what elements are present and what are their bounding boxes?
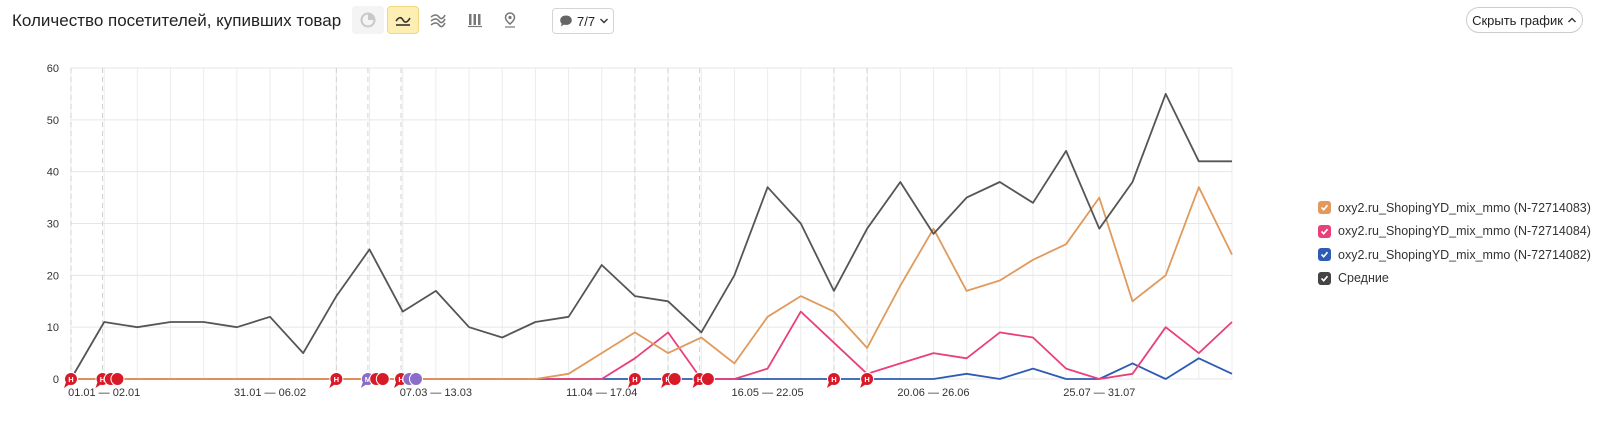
x-tick-label: 07.03 — 13.03 [400,387,472,399]
line-chart-icon [395,16,411,26]
series-line-2 [71,310,1233,380]
legend-label: oxy2.ru_ShopingYD_mix_mmo (N-72714084) [1338,224,1591,239]
pie-chart-icon [360,12,376,28]
checkbox-icon[interactable] [1318,271,1331,285]
series-line-1 [71,186,1233,380]
annotation-marker [826,372,841,386]
annotation-marker-tail [627,382,634,388]
annotation-marker-tail [692,382,699,388]
x-tick-label: 01.01 — 02.01 [68,387,140,399]
line-chart: 0 10 20 30 40 50 60 01.01 — 02.01 31.01 — 06.02 0… [47,63,1233,399]
hide-chart-label: Скрыть график [1472,12,1563,28]
annotation-marker-letter: Н [831,375,836,384]
annotation-marker-letter: Н [334,375,339,384]
annotation-marker [329,372,344,386]
map-button[interactable] [494,6,526,34]
x-tick-label: 16.05 — 22.05 [732,387,804,399]
chart-legend: oxy2.ru_ShopingYD_mix_mmo (N-72714083) o… [1318,196,1591,290]
legend-item-series-3[interactable]: oxy2.ru_ShopingYD_mix_mmo (N-72714082) [1318,243,1591,267]
annotation-marker [667,372,682,386]
y-tick-label: 0 [53,374,59,386]
y-tick-label: 30 [47,219,59,231]
chevron-up-icon [1567,17,1576,23]
annotation-marker [375,372,390,386]
annotation-marker [64,372,78,386]
x-tick-label: 25.07 — 31.07 [1063,387,1135,399]
annotation-marker-letter: Н [398,375,403,384]
hide-chart-button[interactable]: Скрыть график [1466,7,1583,33]
x-tick-label: 20.06 — 26.06 [897,387,969,399]
annotation-marker-tail [64,382,70,388]
comments-toggle[interactable]: 7/7 [552,8,614,34]
annotation-marker-tail [394,382,401,388]
checkbox-icon[interactable] [1318,224,1331,238]
bar-chart-icon [468,14,482,28]
map-pin-icon [504,12,516,28]
annotation-marker-letter: Н [68,375,73,384]
annotation-marker-letter: Н [100,375,105,384]
y-tick-label: 60 [47,63,59,75]
annotation-marker-letter: Н [864,375,869,384]
annotation-marker-letter: Н [697,375,702,384]
area-chart-button[interactable] [422,6,454,34]
chart-header: Количество посетителей, купивших товар [0,0,1600,44]
legend-item-average[interactable]: Средние [1318,267,1591,291]
checkbox-icon[interactable] [1318,248,1331,262]
annotation-marker-tail [860,382,867,388]
annotation-marker-letter: М [365,375,371,384]
annotation-marker-tail [661,382,668,388]
annotation-marker [408,372,423,386]
x-tick-label: 31.01 — 06.02 [234,387,306,399]
legend-label: oxy2.ru_ShopingYD_mix_mmo (N-72714082) [1338,247,1591,262]
legend-item-series-1[interactable]: oxy2.ru_ShopingYD_mix_mmo (N-72714083) [1318,196,1591,220]
annotation-marker [860,372,875,386]
annotation-marker-tail [95,382,102,388]
pie-chart-button[interactable] [352,6,384,34]
y-tick-label: 40 [47,167,59,179]
legend-item-series-2[interactable]: oxy2.ru_ShopingYD_mix_mmo (N-72714084) [1318,220,1591,244]
area-chart-icon [430,14,446,28]
chart-title: Количество посетителей, купивших товар [12,11,342,30]
annotation-marker [627,372,642,386]
line-chart-button[interactable] [387,6,419,34]
bar-chart-button[interactable] [459,6,491,34]
annotation-marker [110,372,125,386]
chevron-down-icon [600,18,609,24]
legend-label: Средние [1338,271,1389,286]
annotation-marker [700,372,715,386]
comments-count: 7/7 [577,13,596,29]
series-line-average [70,93,1232,380]
speech-bubble-icon [560,15,572,27]
annotation-marker-tail [329,382,336,388]
x-tick-label: 11.04 — 17.04 [566,387,637,399]
annotation-marker-tail [826,382,833,388]
legend-label: oxy2.ru_ShopingYD_mix_mmo (N-72714083) [1338,200,1591,215]
checkbox-icon[interactable] [1318,201,1331,215]
y-tick-label: 10 [47,322,59,334]
annotation-marker-tail [360,382,367,388]
y-tick-label: 50 [47,115,59,127]
annotation-marker-letter: Н [632,375,637,384]
y-tick-label: 20 [47,270,59,282]
